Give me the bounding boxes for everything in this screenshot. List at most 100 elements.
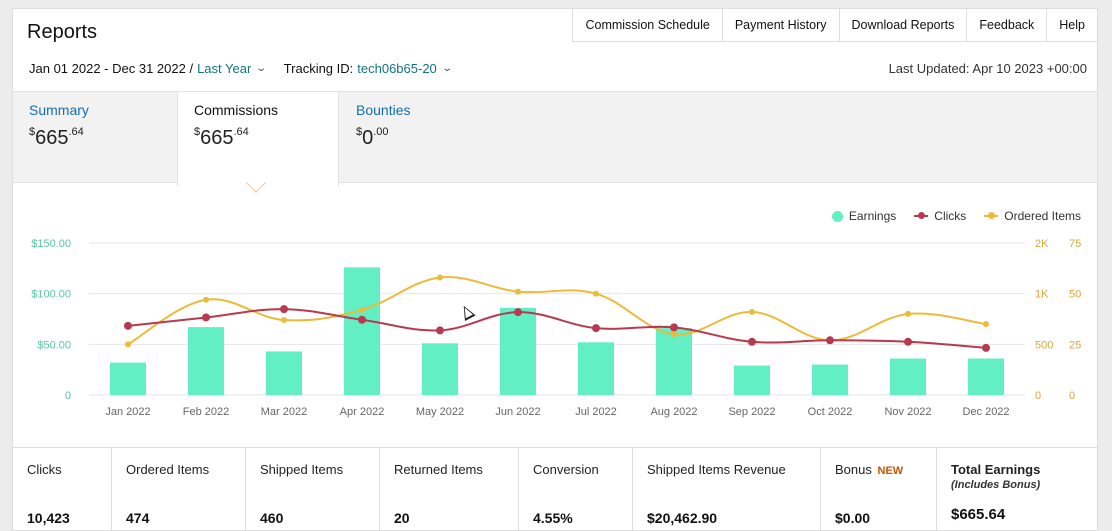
ordered-items-point — [281, 317, 287, 324]
tab-amount: $665.64 — [29, 126, 84, 149]
y-right-clicks-tick-label: 2K — [1035, 238, 1049, 250]
y-right-items-tick-label: 75 — [1069, 238, 1081, 250]
clicks-point — [436, 326, 444, 335]
ordered-items-point — [125, 341, 131, 348]
stat-shipped-items: Shipped Items 460 — [246, 448, 380, 530]
x-tick-label: Mar 2022 — [261, 406, 307, 418]
x-tick-label: Aug 2022 — [650, 406, 697, 418]
new-badge: NEW — [877, 465, 904, 477]
earnings-bar — [110, 362, 146, 395]
y-right-items-tick-label: 25 — [1069, 339, 1081, 351]
x-tick-label: Feb 2022 — [183, 406, 229, 418]
tracking-label: Tracking ID: — [283, 61, 354, 76]
y-right-clicks-tick-label: 500 — [1035, 339, 1053, 351]
ordered-items-point — [593, 290, 599, 297]
x-tick-label: Dec 2022 — [962, 406, 1009, 418]
x-tick-label: Jun 2022 — [495, 406, 540, 418]
legend-clicks[interactable]: Clicks — [914, 209, 966, 223]
date-range: Jan 01 2022 - Dec 31 2022 / — [29, 61, 194, 76]
ordered-items-point — [437, 274, 443, 281]
earnings-bar — [266, 351, 302, 395]
stat-clicks: Clicks 10,423 — [13, 448, 112, 530]
earnings-bar — [968, 358, 1004, 395]
tab-commissions[interactable]: Commissions $665.64 — [177, 92, 339, 186]
y-left-tick-label: $150.00 — [31, 238, 71, 250]
x-tick-label: Jan 2022 — [105, 406, 150, 418]
last-updated: Last Updated: Apr 10 2023 +00:00 — [888, 61, 1087, 76]
clicks-point — [514, 308, 522, 317]
page-title: Reports — [27, 21, 98, 43]
earnings-bar — [500, 307, 536, 395]
y-left-tick-label: 0 — [65, 390, 71, 402]
earnings-bar — [422, 343, 458, 395]
clicks-point — [592, 324, 600, 333]
stats-row: Clicks 10,423 Ordered Items 474 Shipped … — [13, 447, 1097, 530]
legend-swatch — [914, 211, 929, 221]
ordered-items-point — [203, 296, 209, 303]
x-tick-label: Apr 2022 — [340, 406, 385, 418]
clicks-point — [124, 321, 132, 330]
period-dropdown[interactable]: Last Year — [197, 61, 252, 76]
filter-row: Jan 01 2022 - Dec 31 2022 / Last Year ⌄ … — [29, 61, 453, 76]
x-tick-label: Sep 2022 — [728, 406, 775, 418]
ordered-items-point — [515, 288, 521, 295]
clicks-point — [982, 343, 990, 352]
x-tick-label: May 2022 — [416, 406, 464, 418]
clicks-point — [826, 336, 834, 345]
clicks-line — [127, 308, 987, 349]
chart-legend: Earnings Clicks Ordered Items — [831, 209, 1081, 223]
clicks-point — [670, 323, 678, 332]
nav-download-reports[interactable]: Download Reports — [840, 9, 968, 41]
y-right-items-tick-label: 50 — [1069, 289, 1081, 301]
ordered-items-point — [905, 310, 911, 317]
x-tick-label: Oct 2022 — [808, 406, 853, 418]
tab-bounties[interactable]: Bounties $0.00 — [340, 92, 500, 184]
chevron-down-icon[interactable]: ⌄ — [441, 63, 453, 74]
earnings-bar — [734, 365, 770, 395]
chevron-down-icon[interactable]: ⌄ — [255, 63, 268, 74]
ordered-items-point — [671, 331, 677, 338]
nav-payment-history[interactable]: Payment History — [723, 9, 840, 41]
clicks-point — [748, 337, 756, 346]
earnings-bar — [344, 267, 380, 395]
x-tick-label: Nov 2022 — [884, 406, 931, 418]
nav-feedback[interactable]: Feedback — [967, 9, 1048, 41]
x-tick-label: Jul 2022 — [575, 406, 617, 418]
tab-label: Summary — [29, 102, 89, 118]
legend-swatch — [831, 210, 843, 222]
tab-amount: $665.64 — [194, 126, 249, 149]
clicks-point — [280, 305, 288, 314]
y-right-items-tick-label: 0 — [1069, 390, 1075, 402]
earnings-bar — [890, 358, 926, 395]
ordered-items-point — [983, 321, 989, 328]
y-left-tick-label: $100.00 — [31, 289, 71, 301]
ordered-items-point — [359, 306, 365, 313]
earnings-bar — [578, 342, 614, 395]
y-right-clicks-tick-label: 0 — [1035, 390, 1041, 402]
tracking-id-dropdown[interactable]: tech06b65-20 — [357, 61, 437, 76]
stat-total-earnings: Total Earnings (Includes Bonus) $665.64 — [951, 462, 1041, 523]
nav-commission-schedule[interactable]: Commission Schedule — [573, 9, 723, 41]
tab-label: Commissions — [194, 102, 279, 118]
nav-help[interactable]: Help — [1059, 18, 1085, 32]
stat-conversion: Conversion 4.55% — [519, 448, 633, 530]
earnings-chart: $150.00 2K 75$100.00 1K 50$50.00 500 250 0 0Jan … — [31, 238, 1081, 418]
clicks-point — [904, 337, 912, 346]
clicks-point — [202, 313, 210, 322]
earnings-bar — [656, 328, 692, 395]
tab-amount: $0.00 — [356, 126, 389, 149]
summary-tabs: Summary $665.64 Commissions $665.64 Boun… — [13, 91, 1097, 186]
top-nav: Commission Schedule Payment History Down… — [572, 9, 1097, 42]
stat-bonus: Bonus NEW $0.00 — [821, 448, 937, 530]
ordered-items-point — [749, 308, 755, 315]
y-right-clicks-tick-label: 1K — [1035, 289, 1049, 301]
legend-ordered-items[interactable]: Ordered Items — [984, 209, 1081, 223]
clicks-point — [358, 315, 366, 324]
tab-label: Bounties — [356, 102, 411, 118]
y-left-tick-label: $50.00 — [37, 339, 71, 351]
tab-summary[interactable]: Summary $665.64 — [13, 92, 177, 184]
stat-returned-items: Returned Items 20 — [380, 448, 519, 530]
legend-earnings[interactable]: Earnings — [831, 209, 896, 223]
reports-panel: Reports Commission Schedule Payment Hist… — [12, 8, 1098, 531]
stat-shipped-revenue: Shipped Items Revenue $20,462.90 — [633, 448, 821, 530]
